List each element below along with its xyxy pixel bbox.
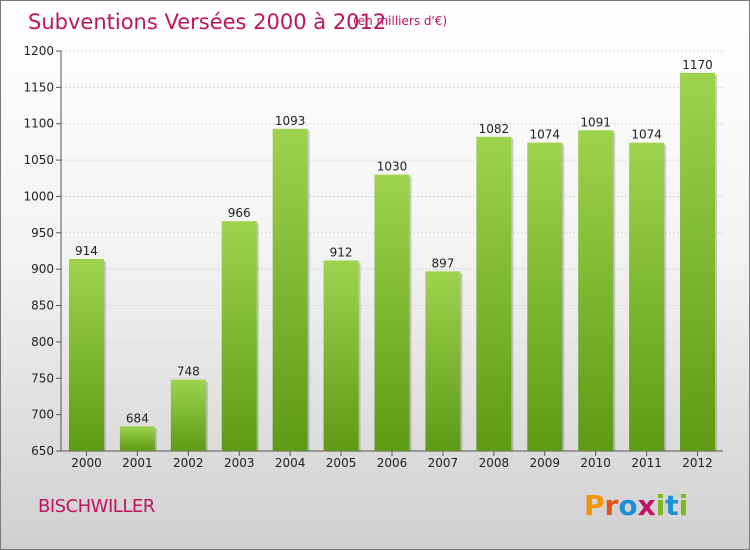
- x-tick-label: 2012: [682, 456, 713, 470]
- y-tick-label: 1100: [23, 117, 54, 131]
- bar-2003: [221, 221, 257, 451]
- bar-2010: [578, 130, 614, 452]
- value-label: 1030: [377, 160, 408, 174]
- logo-letter: x: [637, 489, 656, 522]
- bars: [68, 72, 718, 452]
- value-label: 1074: [631, 128, 662, 142]
- bar-2000: [68, 259, 104, 451]
- bar-2001: [119, 426, 155, 451]
- value-label: 1091: [580, 115, 611, 129]
- y-tick-label: 750: [31, 371, 54, 385]
- unit-note: (en milliers d'€): [353, 14, 448, 28]
- value-label: 1170: [682, 58, 713, 72]
- bar-2002: [170, 379, 206, 451]
- bar-2011: [629, 142, 665, 452]
- x-tick-label: 2011: [631, 456, 662, 470]
- proxiti-logo: Proxiti: [584, 489, 688, 522]
- value-label: 912: [330, 245, 353, 259]
- logo-letter: t: [665, 489, 679, 522]
- y-tick-label: 1050: [23, 153, 54, 167]
- axes: 650 700 750 800 850 900 950 1000 1050 1100 1150 120…: [23, 44, 723, 458]
- x-tick-label: 2008: [479, 456, 510, 470]
- y-tick-label: 1000: [23, 189, 54, 203]
- logo-letter: i: [678, 489, 689, 522]
- bar-2008: [476, 136, 512, 451]
- x-tick-label: 2006: [377, 456, 408, 470]
- y-tick-label: 1200: [23, 44, 54, 58]
- labels: 914 2000 684 2001 748 2002 966 2003 1093 2004 912 2…: [71, 58, 713, 470]
- x-tick-label: 2001: [122, 456, 153, 470]
- bar-2012: [680, 72, 716, 452]
- value-label: 1093: [275, 114, 306, 128]
- x-tick-label: 2002: [173, 456, 204, 470]
- value-label: 748: [177, 365, 200, 379]
- x-tick-label: 2000: [71, 456, 102, 470]
- y-tick-label: 800: [31, 335, 54, 349]
- bar-2004: [272, 128, 308, 451]
- bar-2006: [374, 174, 410, 452]
- y-tick-label: 650: [31, 444, 54, 458]
- value-label: 684: [126, 411, 149, 425]
- x-tick-label: 2009: [529, 456, 560, 470]
- bar-2007: [425, 271, 461, 451]
- value-label: 1074: [529, 128, 560, 142]
- y-tick-label: 950: [31, 226, 54, 240]
- value-label: 1082: [479, 122, 510, 136]
- y-tick-label: 700: [31, 408, 54, 422]
- logo-letter: i: [655, 489, 666, 522]
- y-tick-label: 1150: [23, 80, 54, 94]
- bar-2005: [323, 260, 359, 451]
- x-tick-label: 2007: [428, 456, 459, 470]
- x-tick-label: 2005: [326, 456, 357, 470]
- chart-title: Subventions Versées 2000 à 2012: [28, 10, 387, 34]
- city-name: BISCHWILLER: [38, 496, 155, 517]
- value-label: 966: [228, 206, 251, 220]
- logo-letter: r: [604, 489, 619, 522]
- bar-2009: [527, 142, 563, 452]
- y-tick-label: 900: [31, 262, 54, 276]
- x-tick-label: 2003: [224, 456, 255, 470]
- y-tick-label: 850: [31, 299, 54, 313]
- value-label: 897: [431, 256, 454, 270]
- logo-letter: P: [584, 489, 605, 522]
- x-tick-label: 2010: [580, 456, 611, 470]
- x-tick-label: 2004: [275, 456, 306, 470]
- value-label: 914: [75, 244, 98, 258]
- logo-letter: o: [618, 489, 638, 522]
